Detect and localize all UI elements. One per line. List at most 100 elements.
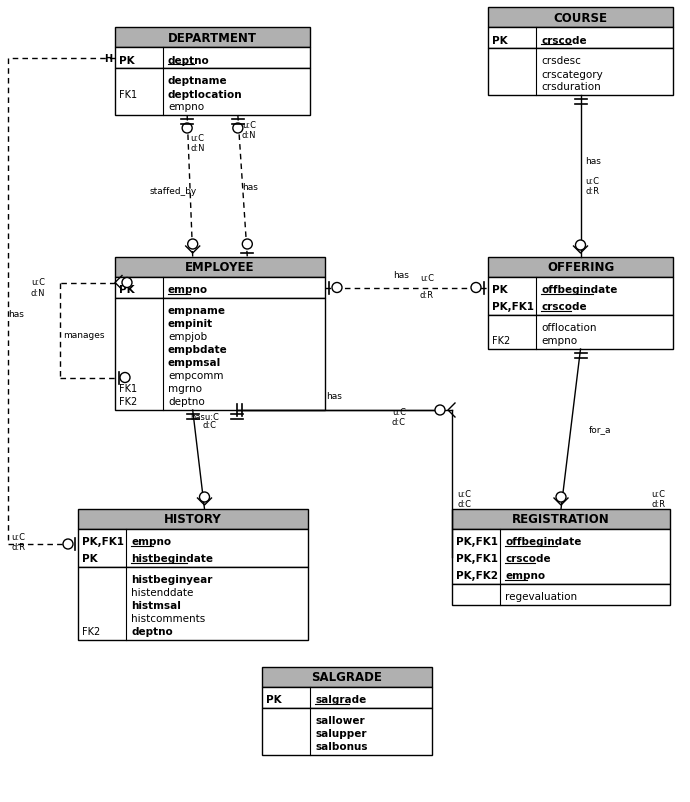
- Text: u:C
d:N: u:C d:N: [30, 278, 45, 298]
- Text: OFFERING: OFFERING: [547, 261, 614, 274]
- Text: empinit: empinit: [168, 319, 213, 329]
- Circle shape: [188, 240, 198, 249]
- Bar: [488, 257, 673, 277]
- Text: PK: PK: [266, 695, 282, 705]
- Bar: [452, 529, 670, 585]
- Text: COURSE: COURSE: [553, 11, 607, 25]
- Text: empcomm: empcomm: [168, 371, 224, 381]
- Bar: [115, 28, 310, 48]
- Bar: [452, 509, 670, 529]
- Bar: [262, 687, 432, 708]
- Text: u:C
d:C: u:C d:C: [392, 407, 406, 427]
- Text: deptno: deptno: [168, 55, 210, 66]
- Text: deptno: deptno: [131, 626, 172, 637]
- Bar: [262, 708, 432, 755]
- Text: PK,FK1: PK,FK1: [456, 554, 498, 564]
- Text: empjob: empjob: [168, 332, 207, 342]
- Text: u:C
d:R: u:C d:R: [586, 176, 600, 196]
- Bar: [488, 316, 673, 350]
- Text: has: has: [326, 391, 342, 400]
- Text: empno: empno: [131, 537, 171, 547]
- Text: offbegindate: offbegindate: [505, 537, 582, 547]
- Text: crscode: crscode: [505, 554, 551, 564]
- Text: H: H: [104, 54, 112, 64]
- Text: PK,FK1: PK,FK1: [492, 302, 534, 312]
- Text: FK1: FK1: [119, 89, 137, 99]
- Text: u:C
d:R: u:C d:R: [11, 533, 25, 552]
- Circle shape: [120, 373, 130, 383]
- Text: DEPARTMENT: DEPARTMENT: [168, 31, 257, 44]
- Text: offlocation: offlocation: [541, 323, 596, 333]
- Text: for_a: for_a: [589, 425, 611, 434]
- Text: SALGRADE: SALGRADE: [312, 670, 382, 683]
- Text: has: has: [242, 182, 258, 191]
- Text: deptname: deptname: [168, 76, 228, 87]
- Text: deptno: deptno: [168, 397, 205, 407]
- Text: u:C
d:C: u:C d:C: [457, 489, 471, 508]
- Text: REGISTRATION: REGISTRATION: [512, 512, 610, 526]
- Text: PK: PK: [119, 286, 135, 295]
- Text: histbeginyear: histbeginyear: [131, 575, 213, 585]
- Text: PK,FK1: PK,FK1: [456, 537, 498, 547]
- Text: empno: empno: [168, 103, 204, 112]
- Text: u:C: u:C: [420, 274, 434, 283]
- Circle shape: [199, 492, 210, 502]
- Text: empmsal: empmsal: [168, 358, 221, 368]
- Text: has: has: [586, 157, 602, 166]
- Bar: [115, 277, 325, 298]
- Text: u:C
d:N: u:C d:N: [190, 134, 205, 153]
- Text: histenddate: histenddate: [131, 588, 193, 597]
- Text: FK2: FK2: [492, 336, 510, 346]
- Text: empno: empno: [505, 571, 545, 581]
- Text: regevaluation: regevaluation: [505, 592, 577, 602]
- Bar: [488, 28, 673, 49]
- Text: crscode: crscode: [541, 35, 586, 46]
- Text: manages: manages: [63, 331, 104, 340]
- Text: staffed_by: staffed_by: [149, 187, 197, 196]
- Text: d:C: d:C: [203, 420, 217, 429]
- Text: PK,FK1: PK,FK1: [82, 537, 124, 547]
- Text: deptlocation: deptlocation: [168, 89, 243, 99]
- Text: empbdate: empbdate: [168, 345, 228, 355]
- Text: u:C
d:R: u:C d:R: [651, 489, 665, 508]
- Text: offbegindate: offbegindate: [541, 286, 618, 295]
- Circle shape: [233, 124, 243, 134]
- Text: FK1: FK1: [119, 384, 137, 394]
- Text: has: has: [8, 310, 24, 318]
- Circle shape: [182, 124, 192, 134]
- Circle shape: [575, 241, 586, 251]
- Text: histcomments: histcomments: [131, 614, 205, 624]
- Text: FK2: FK2: [82, 626, 100, 637]
- Bar: [78, 509, 308, 529]
- Text: PK: PK: [119, 55, 135, 66]
- Text: EMPLOYEE: EMPLOYEE: [185, 261, 255, 274]
- Bar: [115, 48, 310, 69]
- Text: crscategory: crscategory: [541, 70, 603, 79]
- Circle shape: [471, 283, 481, 294]
- Circle shape: [242, 240, 253, 249]
- Circle shape: [435, 406, 445, 415]
- Text: FK2: FK2: [119, 397, 137, 407]
- Bar: [115, 257, 325, 277]
- Bar: [262, 667, 432, 687]
- Text: crsduration: crsduration: [541, 83, 601, 92]
- Circle shape: [122, 278, 132, 288]
- Text: salupper: salupper: [315, 728, 366, 739]
- Text: crsdesc: crsdesc: [541, 56, 581, 67]
- Text: empname: empname: [168, 306, 226, 316]
- Text: mgrno: mgrno: [168, 384, 202, 394]
- Bar: [78, 529, 308, 567]
- Text: PK: PK: [492, 286, 508, 295]
- Text: has: has: [393, 271, 409, 280]
- Text: sallower: sallower: [315, 715, 364, 726]
- Circle shape: [63, 539, 73, 549]
- Text: crscode: crscode: [541, 302, 586, 312]
- Circle shape: [332, 283, 342, 294]
- Circle shape: [556, 492, 566, 502]
- Text: d:R: d:R: [420, 291, 434, 300]
- Text: histbegindate: histbegindate: [131, 554, 213, 564]
- Text: u:C
d:N: u:C d:N: [242, 121, 257, 140]
- Bar: [115, 69, 310, 115]
- Text: salbonus: salbonus: [315, 742, 368, 751]
- Text: PK,FK2: PK,FK2: [456, 571, 498, 581]
